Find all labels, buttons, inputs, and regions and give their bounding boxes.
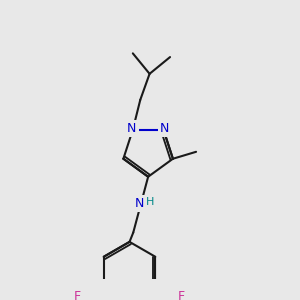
Text: F: F (178, 290, 185, 300)
Text: F: F (74, 290, 81, 300)
Text: H: H (146, 197, 154, 207)
Text: N: N (127, 122, 136, 135)
Text: N: N (160, 122, 169, 135)
Text: N: N (135, 197, 145, 210)
